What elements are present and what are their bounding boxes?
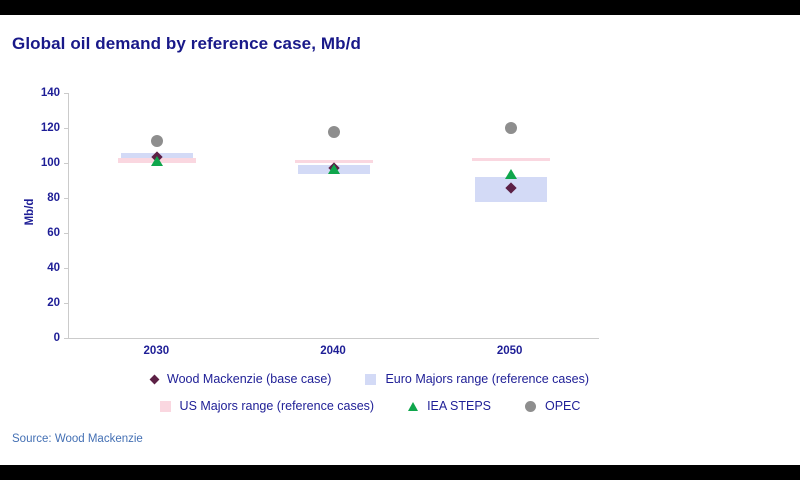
iea-steps-marker bbox=[328, 164, 340, 175]
y-tick-label: 120 bbox=[40, 122, 60, 134]
legend-item-euro-majors-range: Euro Majors range (reference cases) bbox=[365, 372, 589, 386]
y-tick-mark bbox=[64, 163, 68, 164]
opec-marker bbox=[504, 122, 517, 134]
x-tick-label: 2030 bbox=[143, 345, 170, 357]
y-tick-label: 80 bbox=[47, 192, 60, 204]
y-tick-label: 100 bbox=[40, 157, 60, 169]
plot-area bbox=[64, 93, 599, 339]
source-note: Source: Wood Mackenzie bbox=[12, 433, 143, 445]
opec-legend-circle-icon bbox=[525, 400, 536, 412]
y-tick-label: 0 bbox=[53, 332, 60, 344]
us-majors-range-band bbox=[471, 157, 550, 162]
us-majors-range-band bbox=[295, 160, 373, 163]
x-tick-label: 2040 bbox=[320, 345, 346, 357]
opec-marker bbox=[151, 135, 164, 148]
legend-label: OPEC bbox=[545, 399, 581, 413]
wood-mackenzie-base-case-legend-diamond-icon bbox=[149, 374, 160, 384]
y-tick-mark bbox=[64, 128, 68, 129]
legend-item-opec: OPEC bbox=[525, 399, 580, 413]
x-tick-label: 2050 bbox=[496, 345, 523, 357]
top-frame-bar bbox=[0, 0, 800, 15]
iea-steps-legend-triangle-icon bbox=[408, 401, 419, 411]
chart-title: Global oil demand by reference case, Mb/… bbox=[12, 34, 361, 53]
legend: Wood Mackenzie (base case) Euro Majors ra… bbox=[0, 372, 800, 426]
y-tick-mark bbox=[64, 93, 68, 94]
legend-item-iea-steps: IEA STEPS bbox=[408, 399, 491, 413]
bottom-frame-bar bbox=[0, 465, 800, 480]
euro-majors-range-legend-square-swatch bbox=[365, 373, 377, 385]
legend-row: US Majors range (reference cases) IEA STE… bbox=[0, 399, 770, 413]
legend-row: Wood Mackenzie (base case) Euro Majors ra… bbox=[0, 372, 770, 386]
y-tick-mark bbox=[64, 198, 68, 199]
y-axis: 0 20 40 60 80 100 120 140 bbox=[0, 87, 60, 344]
us-majors-range-legend-square-swatch bbox=[159, 400, 171, 412]
y-tick-mark bbox=[64, 268, 68, 269]
iea-steps-marker bbox=[504, 169, 517, 180]
y-tick-label: 60 bbox=[47, 227, 60, 239]
y-tick-mark bbox=[64, 303, 68, 304]
legend-label: Wood Mackenzie (base case) bbox=[167, 372, 332, 386]
iea-steps-marker bbox=[151, 156, 164, 167]
legend-label: US Majors range (reference cases) bbox=[179, 399, 375, 413]
y-tick-label: 140 bbox=[40, 87, 60, 99]
opec-marker bbox=[328, 126, 340, 139]
y-tick-label: 20 bbox=[47, 297, 60, 309]
y-tick-mark bbox=[64, 233, 68, 234]
legend-item-us-majors-range: US Majors range (reference cases) bbox=[159, 399, 375, 413]
legend-label: Euro Majors range (reference cases) bbox=[385, 372, 589, 386]
y-tick-label: 40 bbox=[47, 262, 60, 274]
y-tick-mark bbox=[64, 338, 68, 339]
x-axis: 2030 2040 2050 bbox=[68, 345, 598, 361]
legend-item-wood-mackenzie-base-case: Wood Mackenzie (base case) bbox=[149, 372, 332, 386]
legend-label: IEA STEPS bbox=[427, 399, 491, 413]
